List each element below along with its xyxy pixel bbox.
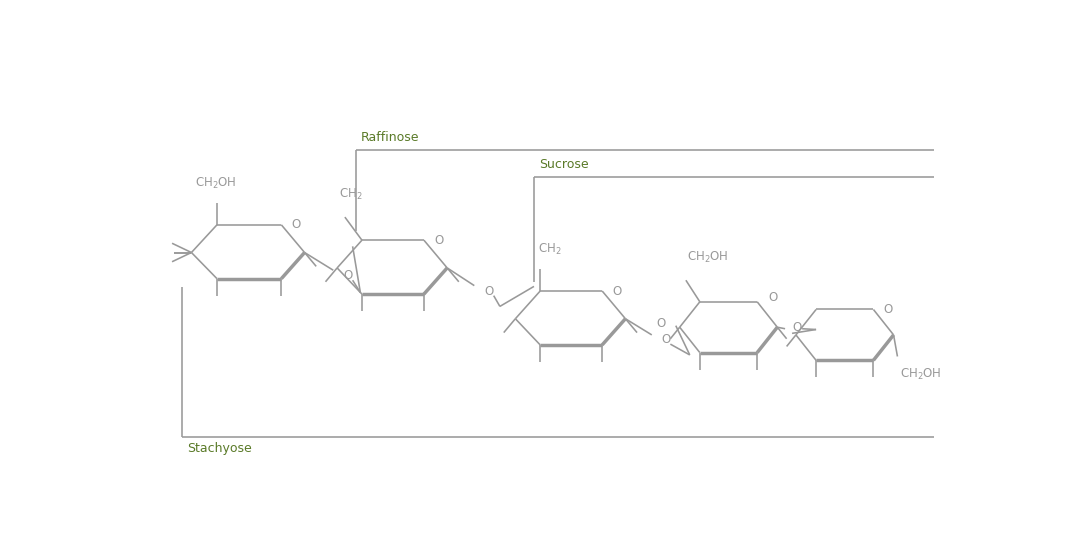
Text: CH$_2$OH: CH$_2$OH	[687, 250, 728, 265]
Text: O: O	[484, 284, 494, 298]
Text: O: O	[343, 269, 353, 282]
Text: O: O	[661, 333, 671, 346]
Text: O: O	[883, 303, 893, 316]
Text: O: O	[769, 292, 778, 305]
Text: O: O	[612, 284, 622, 298]
Text: O: O	[656, 317, 666, 330]
Text: CH$_2$: CH$_2$	[538, 242, 561, 257]
Text: Sucrose: Sucrose	[538, 158, 588, 171]
Text: O: O	[292, 219, 301, 231]
Text: O: O	[793, 320, 802, 334]
Text: CH$_2$OH: CH$_2$OH	[899, 367, 942, 383]
Text: CH$_2$: CH$_2$	[339, 186, 362, 202]
Text: CH$_2$OH: CH$_2$OH	[194, 176, 237, 191]
Text: Stachyose: Stachyose	[187, 442, 252, 455]
Text: Raffinose: Raffinose	[360, 131, 419, 144]
Text: O: O	[434, 234, 444, 247]
